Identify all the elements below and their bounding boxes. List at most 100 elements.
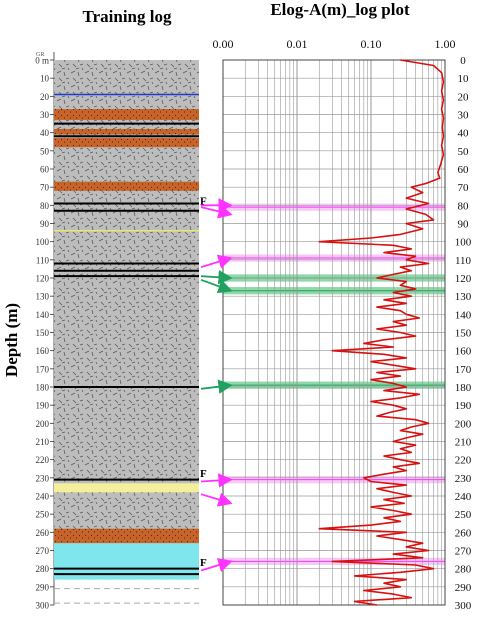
- orange-layer: [54, 129, 199, 135]
- right-depth-label: 280: [455, 564, 472, 576]
- orange-layer: [54, 528, 199, 544]
- left-depth-label: 220: [36, 455, 50, 465]
- right-depth-label: 300: [455, 600, 472, 612]
- right-depth-label: 20: [458, 91, 470, 103]
- left-depth-label: 20: [40, 92, 50, 102]
- left-title: Training log: [83, 7, 172, 26]
- right-depth-label: 150: [455, 328, 472, 340]
- left-depth-label: 100: [36, 237, 50, 247]
- yellow-band: [54, 483, 199, 493]
- right-depth-label: 250: [455, 509, 472, 521]
- right-depth-label: 180: [455, 382, 472, 394]
- right-depth-label: 80: [458, 200, 470, 212]
- left-depth-label: 160: [36, 346, 50, 356]
- fault-marker: F: [200, 557, 207, 569]
- elog-curve: [318, 59, 445, 606]
- right-depth-label: 50: [458, 146, 470, 158]
- right-depth-label: 290: [455, 582, 472, 594]
- right-depth-label: 0: [460, 55, 466, 67]
- green-arrow: [200, 270, 233, 285]
- left-depth-label: 170: [36, 364, 50, 374]
- magenta-arrow: [200, 254, 233, 269]
- left-depth-label: 60: [40, 165, 50, 175]
- left-depth-label: 110: [36, 255, 50, 265]
- fault-markers: F F F: [200, 195, 207, 569]
- left-depth-label: 250: [36, 510, 50, 520]
- right-depth-label: 190: [455, 400, 472, 412]
- right-depth-label: 270: [455, 546, 472, 558]
- right-depth-label: 60: [458, 164, 470, 176]
- lithology-column: [54, 60, 199, 604]
- left-depth-label: 190: [36, 401, 50, 411]
- right-depth-label: 110: [455, 255, 472, 267]
- x-tick-label: 0.01: [287, 37, 308, 51]
- left-depth-label: 280: [36, 564, 50, 574]
- left-depth-label: 30: [40, 110, 50, 120]
- orange-layer: [54, 138, 199, 148]
- elog-curve-line: [318, 59, 445, 606]
- x-tick-label: 0.00: [213, 37, 234, 51]
- right-depth-label: 140: [455, 309, 472, 321]
- left-depth-label: 200: [36, 419, 50, 429]
- x-axis-ticks: 0.00 0.01 0.10 1.00: [213, 37, 456, 51]
- green-arrow: [200, 278, 233, 294]
- right-depth-label: 70: [458, 182, 470, 194]
- left-unit-tag: GR: [36, 52, 44, 58]
- left-depth-label: 180: [36, 383, 50, 393]
- magenta-arrow: [200, 473, 233, 488]
- right-depth-label: 130: [455, 291, 472, 303]
- x-tick-label: 0.10: [361, 37, 382, 51]
- left-depth-label: 50: [40, 146, 50, 156]
- left-depth-label: 10: [40, 74, 50, 84]
- left-depth-label: 260: [36, 528, 50, 538]
- left-depth-label: 130: [36, 292, 50, 302]
- right-depth-label: 240: [455, 491, 472, 503]
- plot-frame: [222, 59, 446, 606]
- left-depth-label: 70: [40, 183, 50, 193]
- left-depth-axis: 0 m 10 20 30 40 50 60 70 80 90 100 110 120 130 140 150 1…: [35, 52, 55, 611]
- right-depth-label: 260: [455, 527, 472, 539]
- left-depth-label: 80: [40, 201, 50, 211]
- right-depth-ticks: 0 10 20 30 40 50 60 70 80 90 100 110 120 130 140 150 160…: [455, 55, 472, 612]
- left-depth-label: 230: [36, 473, 50, 483]
- rock-background: [54, 60, 199, 580]
- orange-layer: [54, 109, 199, 120]
- correlation-arrows: [200, 198, 233, 572]
- left-depth-label: 270: [36, 546, 50, 556]
- left-depth-label: 90: [40, 219, 50, 229]
- fault-marker: F: [200, 195, 207, 207]
- right-depth-label: 160: [455, 346, 472, 358]
- plot-grid: [222, 59, 446, 606]
- right-depth-label: 10: [458, 73, 470, 85]
- magenta-arrow: [200, 558, 233, 572]
- left-depth-label: 0 m: [35, 56, 49, 66]
- left-depth-label: 40: [40, 128, 50, 138]
- right-depth-label: 90: [458, 219, 470, 231]
- right-depth-label: 100: [455, 237, 472, 249]
- magenta-arrow: [200, 492, 233, 507]
- left-depth-label: 240: [36, 492, 50, 502]
- right-depth-label: 40: [458, 128, 470, 140]
- right-depth-label: 210: [455, 437, 472, 449]
- left-depth-label: 140: [36, 310, 50, 320]
- left-depth-label: 210: [36, 437, 50, 447]
- left-depth-label: 150: [36, 328, 50, 338]
- y-axis-label: Depth (m): [2, 303, 21, 377]
- right-depth-label: 230: [455, 473, 472, 485]
- orange-layer: [54, 181, 199, 191]
- right-depth-label: 220: [455, 455, 472, 467]
- magenta-arrow: [200, 204, 233, 219]
- green-arrow: [200, 379, 233, 394]
- right-depth-label: 200: [455, 418, 472, 430]
- fault-marker: F: [200, 468, 207, 480]
- x-tick-label: 1.00: [435, 37, 456, 51]
- left-depth-label: 300: [36, 601, 50, 611]
- left-depth-label: 120: [36, 274, 50, 284]
- left-depth-label: 290: [36, 582, 50, 592]
- right-depth-label: 120: [455, 273, 472, 285]
- right-depth-label: 30: [458, 110, 470, 122]
- right-title: Elog-A(m)_log plot: [270, 0, 410, 19]
- right-depth-label: 170: [455, 364, 472, 376]
